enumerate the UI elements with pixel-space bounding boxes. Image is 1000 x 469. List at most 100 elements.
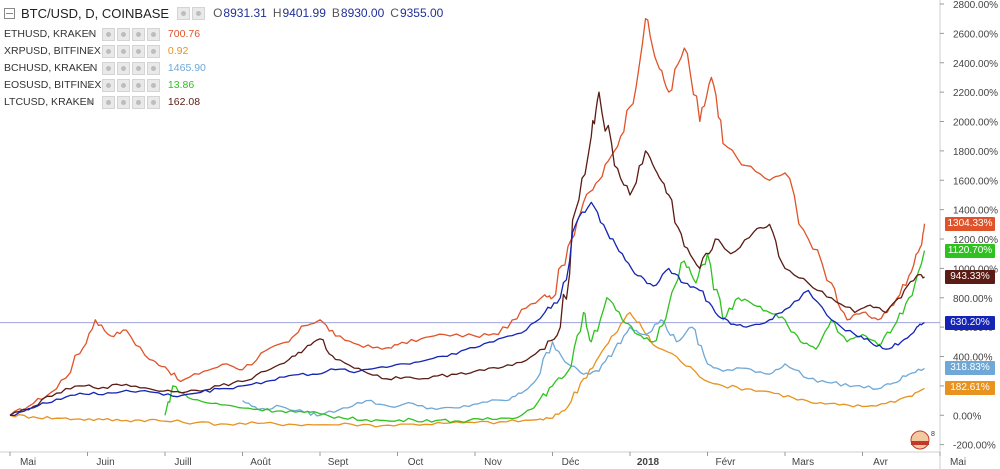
y-tick-label: 1400.00% [953,206,998,217]
eye-icon[interactable] [101,27,115,41]
legend-row-buttons [101,78,162,92]
x-tick-label: Avr [873,457,888,468]
x-tick-label: Juill [174,457,191,468]
collapse-icon[interactable] [4,7,15,19]
y-tick-label: 2400.00% [953,59,998,70]
ohlc-key-c: C [390,6,399,20]
close-icon[interactable] [146,61,160,75]
close-icon[interactable] [146,27,160,41]
chevron-down-icon[interactable]: ▼ [86,46,94,56]
y-tick-label: -200.00% [953,441,996,452]
legend-row[interactable]: EOSUSD, BITFINEX ▼ 13.86 [4,77,194,93]
ohlc-value-h: 9401.99 [282,6,326,20]
add-icon[interactable] [131,27,145,41]
svg-text:8: 8 [931,431,935,438]
ohlc-values: O8931.31 H9401.99 B8930.00 C9355.00 [213,6,449,20]
x-tick-label: Sept [328,457,349,468]
eye-icon[interactable] [101,95,115,109]
close-icon[interactable] [146,95,160,109]
ohlc-value-b: 8930.00 [340,6,385,20]
settings-icon[interactable] [116,78,130,92]
eye-icon[interactable] [177,6,191,20]
y-tick-label: 1200.00% [953,235,998,246]
price-badge: 318.83% [945,361,995,376]
watermark-logo: 8 [910,430,935,450]
price-badge: 182.61% [945,381,995,396]
ohlc-value-c: 9355.00 [399,6,444,20]
series-line [9,91,925,416]
legend-series-name: ETHUSD, KRAKEN [4,28,97,40]
legend-row[interactable]: ETHUSD, KRAKEN ▼ 700.76 [4,26,200,42]
legend-series-value: 0.92 [167,45,189,57]
legend-row-buttons [101,95,162,109]
ohlc-key-o: O [213,6,223,20]
y-tick-label: 2000.00% [953,118,998,129]
settings-icon[interactable] [116,61,130,75]
x-tick-label: Mai [950,457,966,468]
add-icon[interactable] [131,44,145,58]
chevron-down-icon[interactable]: ▼ [86,63,94,73]
x-tick-label: Juin [96,457,114,468]
eye-icon[interactable] [101,44,115,58]
settings-icon[interactable] [116,95,130,109]
y-tick-label: 2800.00% [953,0,998,11]
series-line [242,319,925,417]
chevron-down-icon[interactable]: ▼ [86,80,94,90]
legend-row[interactable]: LTCUSD, KRAKEN ▼ 162.08 [4,94,200,110]
ohlc-key-b: B [331,6,340,20]
series-line [9,201,925,417]
legend-series-value: 1465.90 [167,62,206,74]
add-icon[interactable] [131,78,145,92]
close-icon[interactable] [146,44,160,58]
y-tick-label: 400.00% [953,353,993,364]
add-icon[interactable] [131,61,145,75]
legend-series-name: XRPUSD, BITFINEX [4,45,101,57]
legend-series-value: 13.86 [167,79,195,91]
legend-series-name: EOSUSD, BITFINEX [4,79,102,91]
add-icon[interactable] [131,95,145,109]
y-tick-label: 1800.00% [953,147,998,158]
price-badge: 630.20% [945,315,995,330]
x-tick-label: Mars [792,457,814,468]
chevron-down-icon[interactable]: ▼ [86,97,94,107]
eye-icon[interactable] [101,78,115,92]
main-symbol: BTC/USD, D, COINBASE [21,5,170,21]
legend-row-buttons [101,61,162,75]
y-tick-label: 2200.00% [953,88,998,99]
legend-series-value: 700.76 [167,28,201,40]
price-badge: 1120.70% [945,243,995,258]
legend-series-name: BCHUSD, KRAKEN [4,62,98,74]
y-tick-label: 1600.00% [953,176,998,187]
series-line [9,311,925,428]
x-tick-label: 2018 [637,457,660,468]
x-tick-label: Déc [562,457,580,468]
settings-icon[interactable] [116,44,130,58]
y-tick-label: 0.00% [953,411,981,422]
x-tick-label: Mai [20,457,36,468]
main-series-buttons [177,6,207,20]
ohlc-value-o: 8931.31 [223,6,267,20]
eye-icon[interactable] [101,61,115,75]
settings-icon[interactable] [116,27,130,41]
legend-row[interactable]: XRPUSD, BITFINEX ▼ 0.92 [4,43,188,59]
price-badge: 943.33% [945,269,995,284]
y-tick-label: 2600.00% [953,29,998,40]
legend-series-value: 162.08 [167,96,201,108]
chevron-down-icon[interactable]: ▼ [86,29,94,39]
x-tick-label: Nov [484,457,502,468]
series-line [164,250,926,424]
main-symbol-row: BTC/USD, D, COINBASE O8931.31 H9401.99 B89… [4,4,449,22]
legend-row-buttons [101,44,162,58]
legend-row[interactable]: BCHUSD, KRAKEN ▼ 1465.90 [4,60,206,76]
x-tick-label: Oct [408,457,424,468]
x-tick-label: Août [250,457,271,468]
price-badge: 1304.33% [945,216,995,231]
x-tick-label: Févr [716,457,737,468]
series-line [9,18,926,416]
legend-series-name: LTCUSD, KRAKEN [4,96,95,108]
close-icon[interactable] [146,78,160,92]
legend-row-buttons [101,27,162,41]
settings-icon[interactable] [192,6,206,20]
y-tick-label: 800.00% [953,294,993,305]
